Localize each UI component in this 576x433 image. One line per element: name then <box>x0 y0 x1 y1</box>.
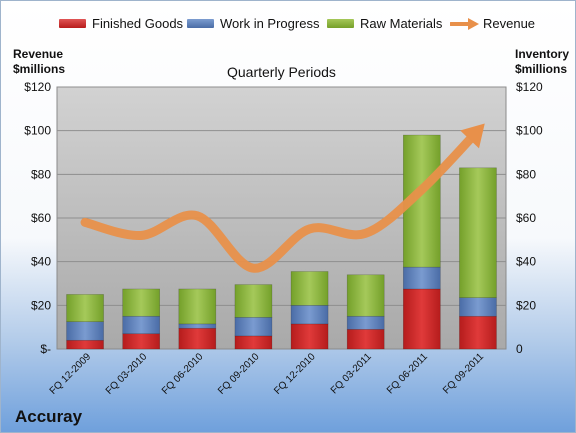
legend-swatch-finished-goods <box>59 19 86 28</box>
bar-finished-goods <box>346 329 385 350</box>
x-tick-label: FQ 06-2010 <box>160 351 206 397</box>
legend-label-finished-goods: Finished Goods <box>92 16 184 31</box>
bar-raw-materials <box>122 288 161 317</box>
left-tick-label: $100 <box>24 124 51 138</box>
legend: Finished Goods Work in Progress Raw Mate… <box>1 15 575 35</box>
revenue-arrowhead <box>460 123 485 149</box>
right-axis-title: Inventory $millions <box>515 47 570 76</box>
bar-raw-materials <box>178 288 217 325</box>
left-tick-label: $- <box>40 342 51 356</box>
x-tick-label: FQ 12-2010 <box>272 351 318 397</box>
bar-work-in-progress <box>234 317 273 337</box>
left-axis-title: Revenue $millions <box>13 47 66 76</box>
company-name: Accuray <box>15 407 83 426</box>
bar-finished-goods <box>234 335 273 350</box>
legend-arrow-revenue <box>450 18 479 30</box>
left-tick-label: $60 <box>31 211 51 225</box>
bar-raw-materials <box>66 294 104 323</box>
bar-finished-goods <box>122 333 161 350</box>
x-tick-label: FQ 12-2009 <box>48 351 94 397</box>
legend-swatch-raw-materials <box>327 19 354 28</box>
bar-work-in-progress <box>66 321 104 341</box>
right-tick-label: 0 <box>516 342 523 356</box>
bar-work-in-progress <box>346 315 385 330</box>
legend-label-revenue: Revenue <box>483 16 536 31</box>
right-tick-label: $100 <box>516 124 543 138</box>
legend-label-work-in-progress: Work in Progress <box>220 16 320 31</box>
bar-work-in-progress <box>290 305 329 325</box>
right-tick-label: $40 <box>516 255 536 269</box>
bar-work-in-progress <box>402 266 441 290</box>
x-tick-label: FQ 09-2011 <box>441 351 486 396</box>
x-tick-label: FQ 06-2011 <box>385 351 430 396</box>
x-tick-label: FQ 03-2010 <box>104 351 150 397</box>
bar-finished-goods <box>290 323 329 350</box>
legend-swatch-work-in-progress <box>187 19 214 28</box>
bar-finished-goods <box>459 315 497 350</box>
x-tick-label: FQ 09-2010 <box>216 351 262 397</box>
bar-raw-materials <box>346 274 385 317</box>
left-tick-label: $40 <box>31 255 51 269</box>
chart-title: Quarterly Periods <box>227 64 336 80</box>
left-tick-label: $20 <box>31 298 51 312</box>
right-tick-label: $60 <box>516 211 536 225</box>
bar-raw-materials <box>234 284 273 318</box>
bar-finished-goods <box>66 339 104 350</box>
bar-finished-goods <box>402 288 441 350</box>
bar-raw-materials <box>290 271 329 306</box>
bar-work-in-progress <box>178 323 217 329</box>
bar-work-in-progress <box>459 297 497 317</box>
legend-label-raw-materials: Raw Materials <box>360 16 443 31</box>
right-tick-label: $20 <box>516 298 536 312</box>
x-tick-label: FQ 03-2011 <box>329 351 374 396</box>
left-tick-label: $120 <box>24 80 51 94</box>
right-tick-label: $80 <box>516 167 536 181</box>
bar-work-in-progress <box>122 315 161 335</box>
bar-finished-goods <box>178 327 217 350</box>
bar-raw-materials <box>459 167 497 298</box>
left-tick-label: $80 <box>31 167 51 181</box>
right-tick-label: $120 <box>516 80 543 94</box>
